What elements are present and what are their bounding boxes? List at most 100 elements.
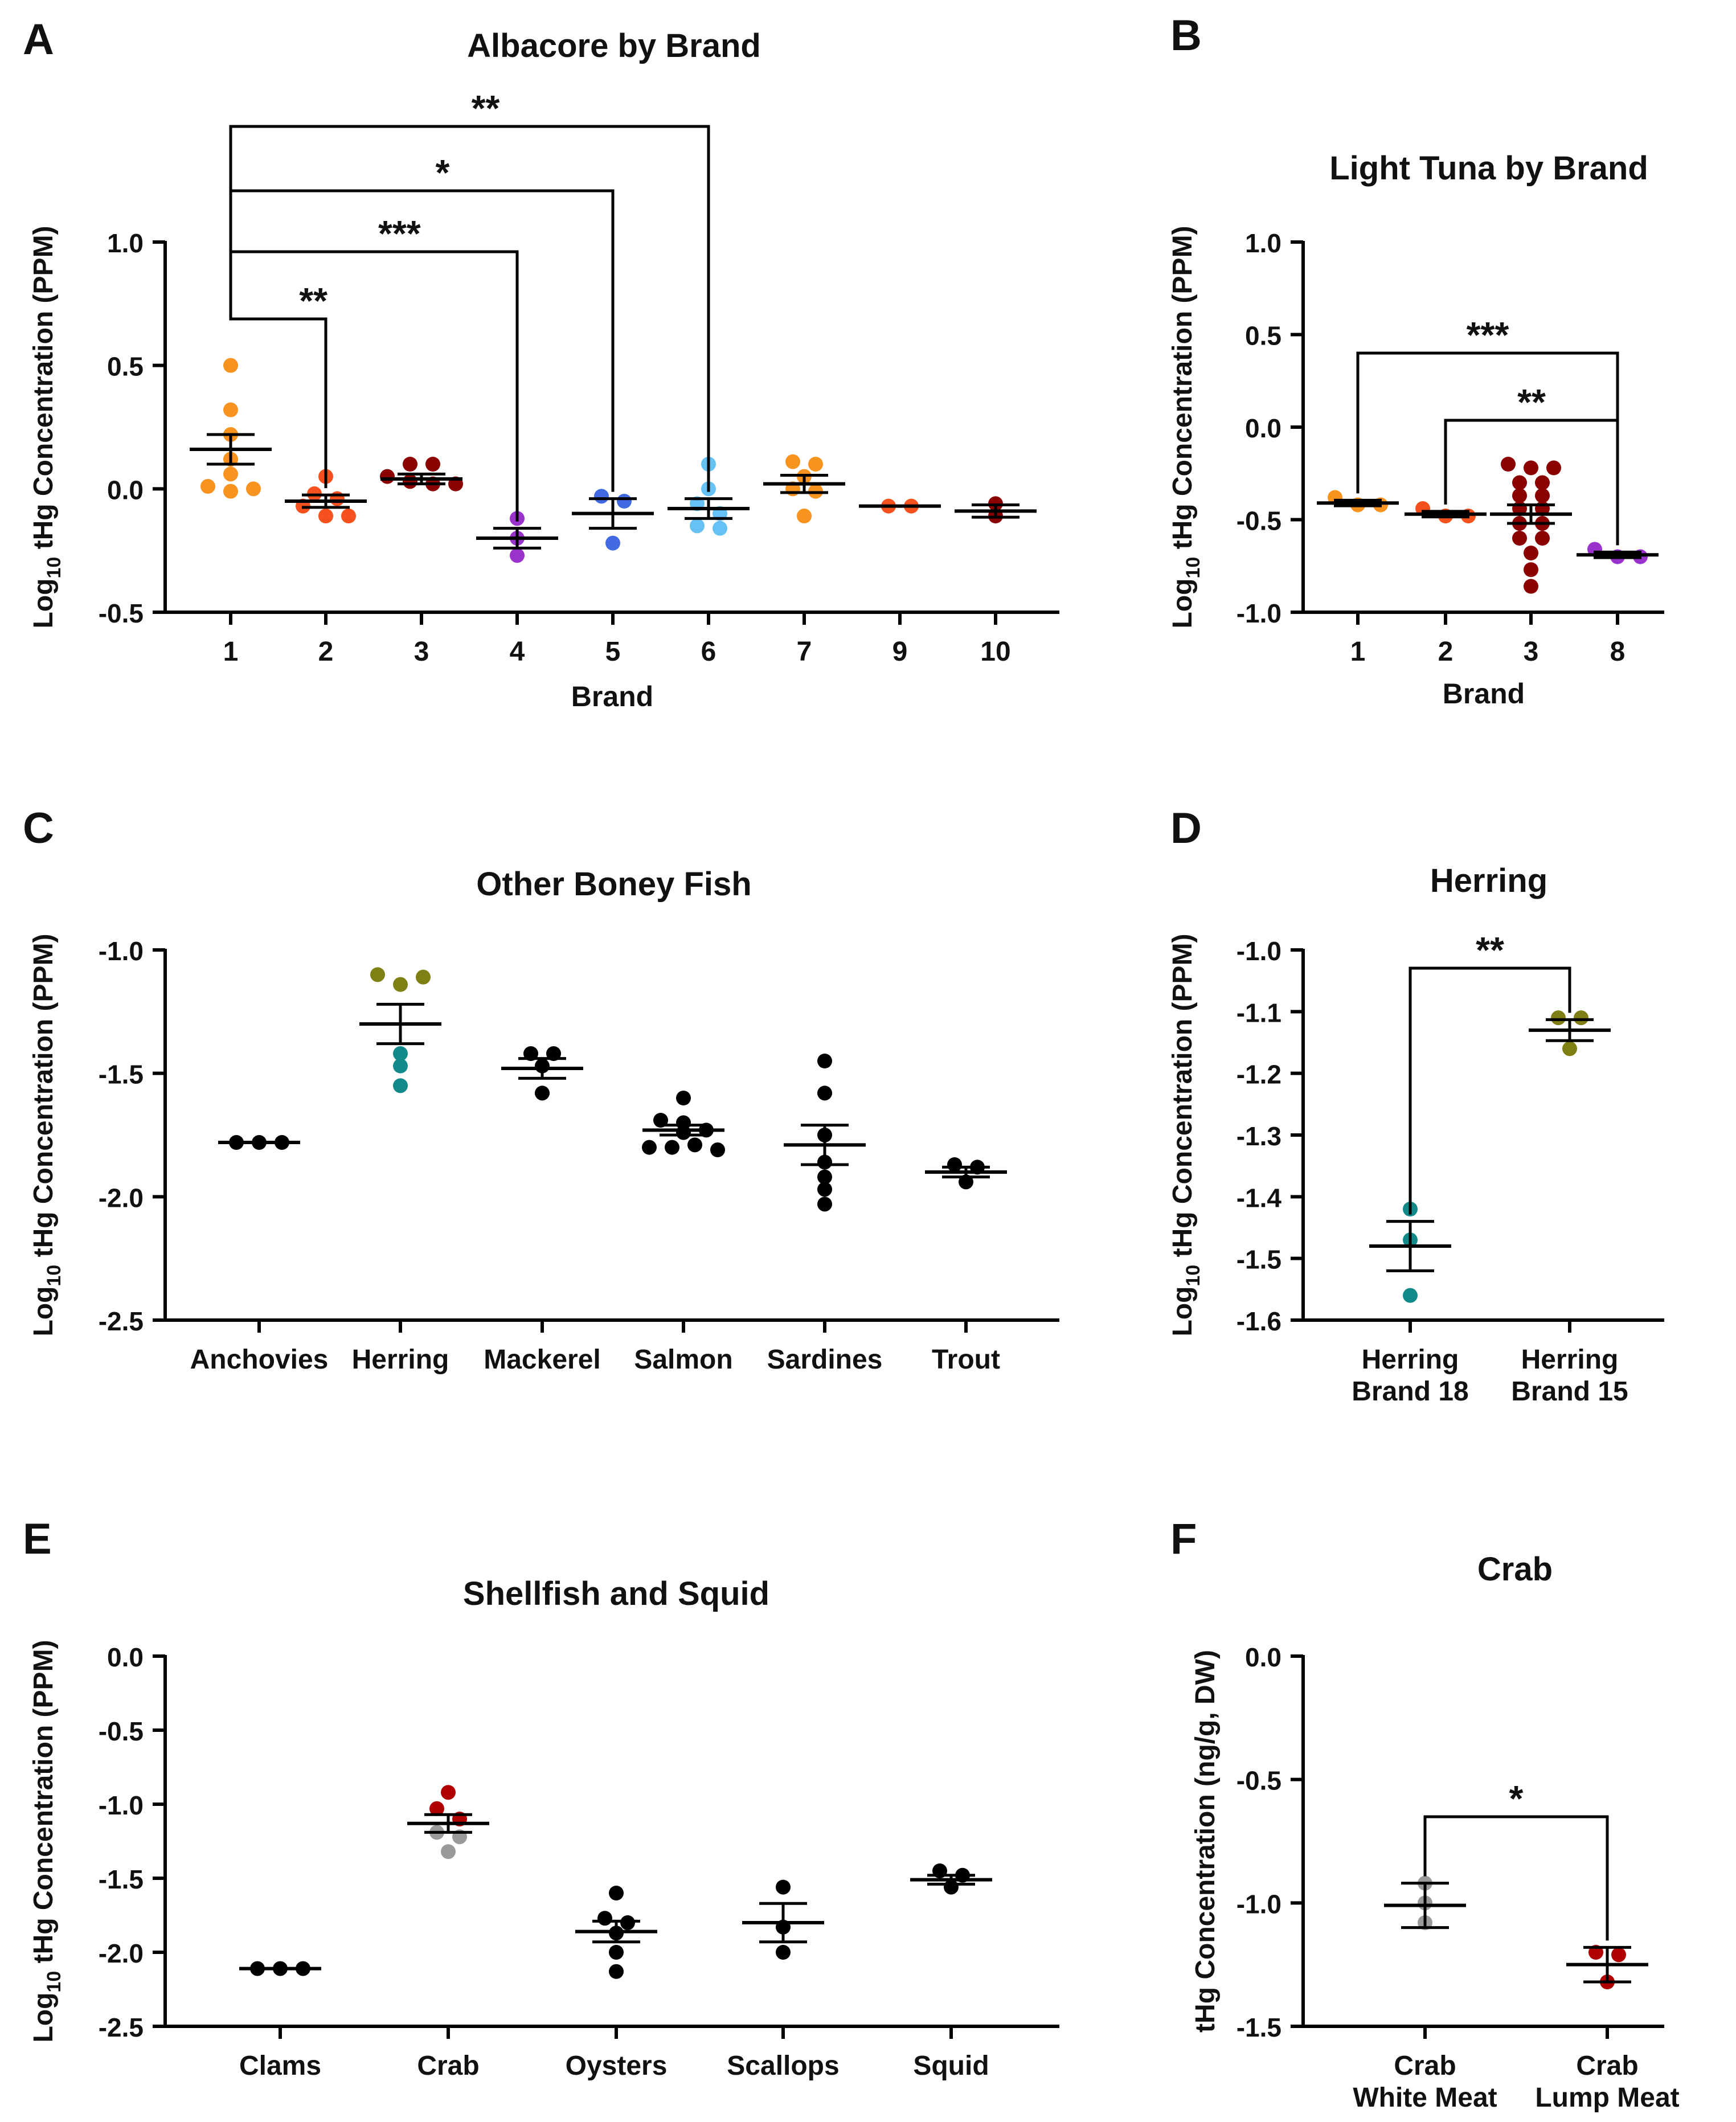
panel-label: C [23,804,54,853]
data-point [776,1945,791,1960]
data-point [710,1142,725,1157]
data-point [1512,475,1527,490]
data-point [947,1157,962,1172]
data-point [785,454,800,469]
significance-bracket [1409,966,1571,1215]
significance-bracket [229,125,710,492]
data-point [1403,1288,1418,1303]
data-point [713,521,727,536]
significance-label: ** [1517,382,1546,423]
data-point [609,1964,624,1979]
y-tick-label: 0.0 [107,475,144,505]
significance-bracket [229,171,327,489]
y-tick-label: -0.5 [99,1717,144,1746]
data-point [535,1085,550,1101]
y-tick-label: -0.5 [99,599,144,628]
y-tick-label: -0.5 [1237,506,1281,536]
x-tick-label: 9 [892,637,908,667]
data-point [808,457,823,472]
data-point [1524,460,1538,476]
y-tick-label: 0.0 [1245,1642,1281,1672]
x-tick-label: Salmon [634,1345,732,1375]
significance-label: ** [472,88,500,129]
x-axis-label: Brand [571,681,653,712]
x-tick-label: 4 [510,637,525,667]
panel-label: B [1170,11,1202,60]
y-axis-label: Log10 tHg Concentration (PPM) [28,933,65,1336]
data-point [1546,460,1561,476]
chart-title: Light Tuna by Brand [1329,150,1648,187]
data-point [817,1169,832,1185]
data-point [817,1054,832,1068]
y-tick-label: -1.4 [1237,1183,1282,1212]
x-tick-label: 2 [1438,637,1454,667]
y-tick-label: 0.0 [1245,413,1281,443]
panel-E: E Shellfish and Squid -2.5 -2.0 -1.5 -1.0 -0.5… [23,1515,1059,2081]
y-tick-label: -1.0 [99,1791,144,1820]
x-tick-label: Sardines [767,1345,883,1375]
y-tick-label: -2.5 [99,2013,144,2042]
x-tick-label: Crab [1394,2051,1456,2081]
data-point [393,1078,408,1093]
x-tick-label: 8 [1610,637,1626,667]
data-point [425,457,440,472]
data-point [1535,488,1550,503]
x-tick-label: 2 [318,637,334,667]
y-tick-label: -1.1 [1237,998,1281,1027]
significance-label: ** [299,280,327,321]
y-tick-label: -1.0 [99,936,144,966]
data-point [1512,488,1527,503]
data-point [380,469,395,484]
x-tick-label: 1 [223,637,239,667]
x-tick-label: Clams [239,2051,321,2081]
x-tick-label: Crab [1576,2051,1638,2081]
data-point [609,1886,624,1900]
y-tick-label: -2.0 [99,1939,144,1968]
x-tick-label: 10 [980,637,1010,667]
data-point [393,977,408,992]
data-point [510,548,525,563]
data-point [416,969,431,985]
x-tick-label: Lump Meat [1535,2083,1679,2113]
data-point [318,509,333,523]
significance-label: * [435,152,449,193]
data-point [817,1182,832,1197]
x-tick-label: 5 [605,637,621,667]
data-point [1535,531,1550,546]
panel-D: D Herring -1.6 -1.5 -1.4 -1.3 -1.2 -1.1 -1.0 Herr… [1168,804,1664,1407]
panel-label: A [23,15,54,64]
data-point [1551,1010,1566,1026]
x-tick-label: 6 [701,637,716,667]
data-point [817,1085,832,1101]
y-tick-label: -1.0 [1237,1889,1281,1919]
data-point [776,1879,791,1895]
data-point [1574,1010,1588,1026]
x-tick-label: Herring [1362,1345,1459,1375]
data-point [1611,1947,1626,1963]
y-tick-label: 0.0 [107,1642,144,1672]
y-axis-label: Log10 tHg Concentration (PPM) [1168,933,1204,1336]
y-tick-label: -1.5 [1237,1245,1281,1275]
x-tick-label: Scallops [727,2051,839,2081]
data-point [1512,531,1527,546]
data-point [605,535,620,551]
data-point [609,1945,624,1960]
panel-label: E [23,1515,52,1563]
data-point [223,402,238,417]
data-point [1524,546,1538,560]
x-tick-label: 7 [797,637,812,667]
y-axis-label: Log10 tHg Concentration (PPM) [28,226,65,628]
x-tick-label: 1 [1350,637,1366,667]
x-tick-label: Trout [932,1345,1000,1375]
chart-title: Albacore by Brand [467,27,761,64]
y-axis-label: Log10 tHg Concentration (PPM) [28,1640,65,2042]
x-tick-label: White Meat [1353,2083,1497,2113]
significance-bracket [1423,1815,1609,1941]
y-tick-label: -2.5 [99,1306,144,1336]
x-tick-label: 3 [1524,637,1539,667]
significance-label: *** [1467,314,1509,355]
y-tick-label: -1.5 [1237,2013,1281,2042]
data-point [441,1844,456,1859]
data-point [393,1058,408,1074]
